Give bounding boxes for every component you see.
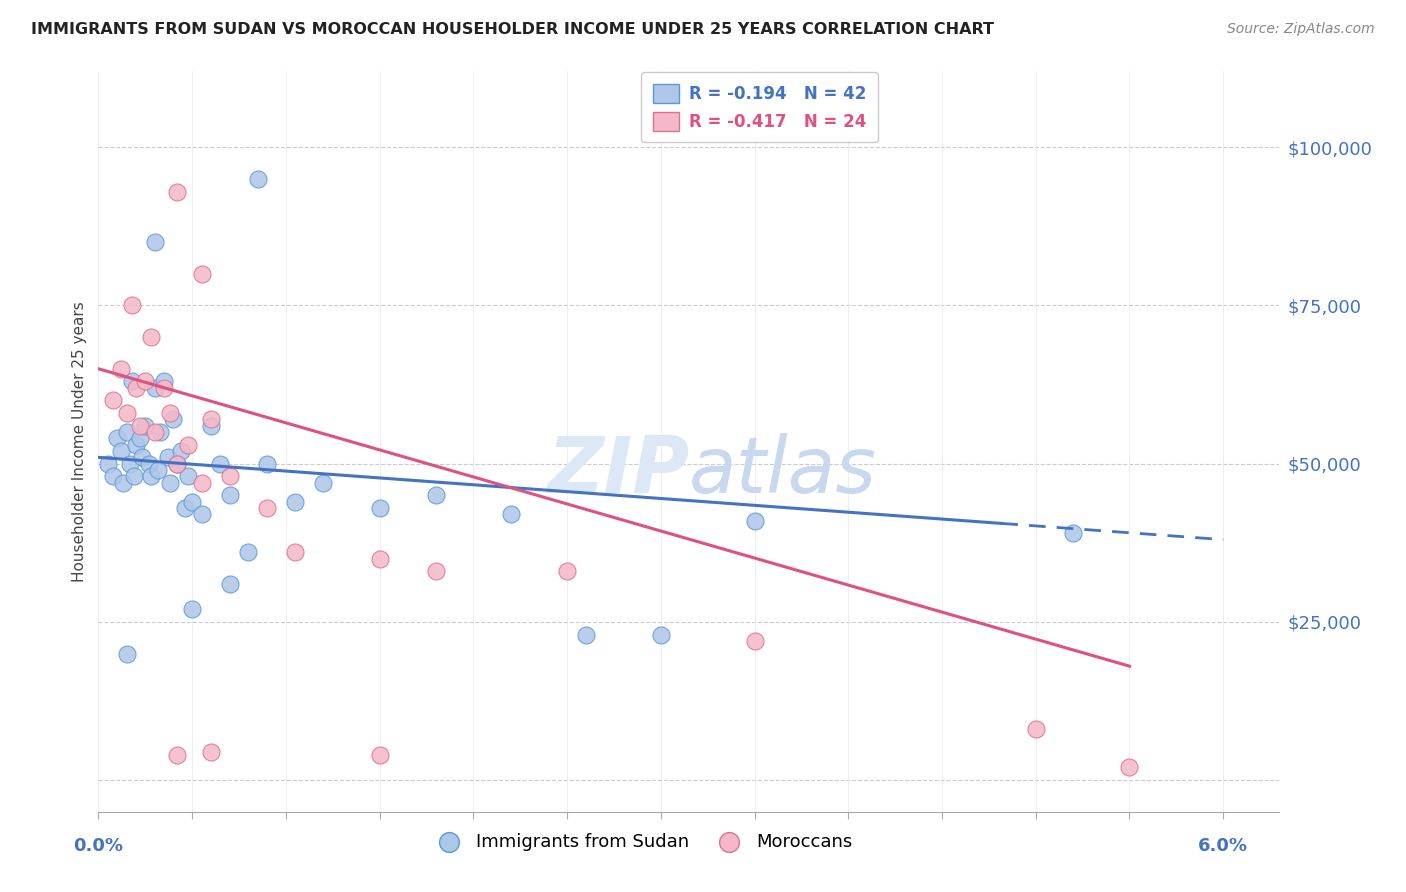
Point [256, 457, 278, 471]
Text: atlas: atlas [689, 434, 877, 509]
Point [170, 444, 193, 458]
Point [218, 577, 240, 591]
Text: Source: ZipAtlas.com: Source: ZipAtlas.com [1227, 22, 1375, 37]
Point [181, 494, 204, 508]
Point [284, 494, 307, 508]
Point [200, 412, 222, 426]
Point [143, 235, 166, 250]
Point [209, 457, 232, 471]
Point [1062, 526, 1084, 541]
Point [256, 500, 278, 515]
Point [156, 450, 179, 465]
Point [368, 500, 391, 515]
Point [143, 425, 166, 439]
Point [166, 747, 188, 762]
Text: 6.0%: 6.0% [1198, 837, 1249, 855]
Point [744, 633, 766, 648]
Point [166, 457, 188, 471]
Point [200, 418, 222, 433]
Point [115, 647, 138, 661]
Point [159, 475, 181, 490]
Point [744, 514, 766, 528]
Point [177, 438, 200, 452]
Point [115, 425, 138, 439]
Point [125, 381, 148, 395]
Point [218, 469, 240, 483]
Point [177, 469, 200, 483]
Point [103, 393, 125, 408]
Point [190, 267, 212, 281]
Point [128, 431, 150, 445]
Point [162, 412, 184, 426]
Point [139, 330, 162, 344]
Point [159, 406, 181, 420]
Point [173, 500, 195, 515]
Text: IMMIGRANTS FROM SUDAN VS MOROCCAN HOUSEHOLDER INCOME UNDER 25 YEARS CORRELATION : IMMIGRANTS FROM SUDAN VS MOROCCAN HOUSEH… [31, 22, 994, 37]
Point [575, 627, 598, 641]
Point [128, 418, 150, 433]
Text: 0.0%: 0.0% [73, 837, 124, 855]
Point [122, 469, 145, 483]
Point [125, 438, 148, 452]
Point [181, 602, 204, 616]
Point [166, 185, 188, 199]
Point [1025, 723, 1047, 737]
Point [312, 475, 335, 490]
Point [153, 375, 176, 389]
Point [238, 545, 260, 559]
Point [115, 406, 138, 420]
Point [139, 469, 162, 483]
Point [138, 457, 160, 471]
Legend: Immigrants from Sudan, Moroccans: Immigrants from Sudan, Moroccans [423, 826, 859, 858]
Point [246, 172, 269, 186]
Point [134, 375, 156, 389]
Point [555, 564, 578, 578]
Point [134, 418, 156, 433]
Point [131, 450, 153, 465]
Point [120, 457, 142, 471]
Point [110, 361, 132, 376]
Point [425, 564, 447, 578]
Point [190, 475, 212, 490]
Point [1118, 760, 1140, 774]
Point [190, 508, 212, 522]
Point [105, 431, 128, 445]
Point [200, 745, 222, 759]
Point [121, 375, 143, 389]
Point [148, 463, 170, 477]
Point [166, 457, 188, 471]
Point [97, 457, 120, 471]
Y-axis label: Householder Income Under 25 years: Householder Income Under 25 years [72, 301, 87, 582]
Point [425, 488, 447, 502]
Point [103, 469, 125, 483]
Point [218, 488, 240, 502]
Point [121, 298, 143, 312]
Point [284, 545, 307, 559]
Text: ZIP: ZIP [547, 434, 689, 509]
Point [368, 551, 391, 566]
Point [650, 627, 672, 641]
Point [499, 508, 522, 522]
Point [368, 747, 391, 762]
Point [153, 381, 176, 395]
Point [149, 425, 172, 439]
Point [111, 475, 134, 490]
Point [143, 381, 166, 395]
Point [110, 444, 132, 458]
